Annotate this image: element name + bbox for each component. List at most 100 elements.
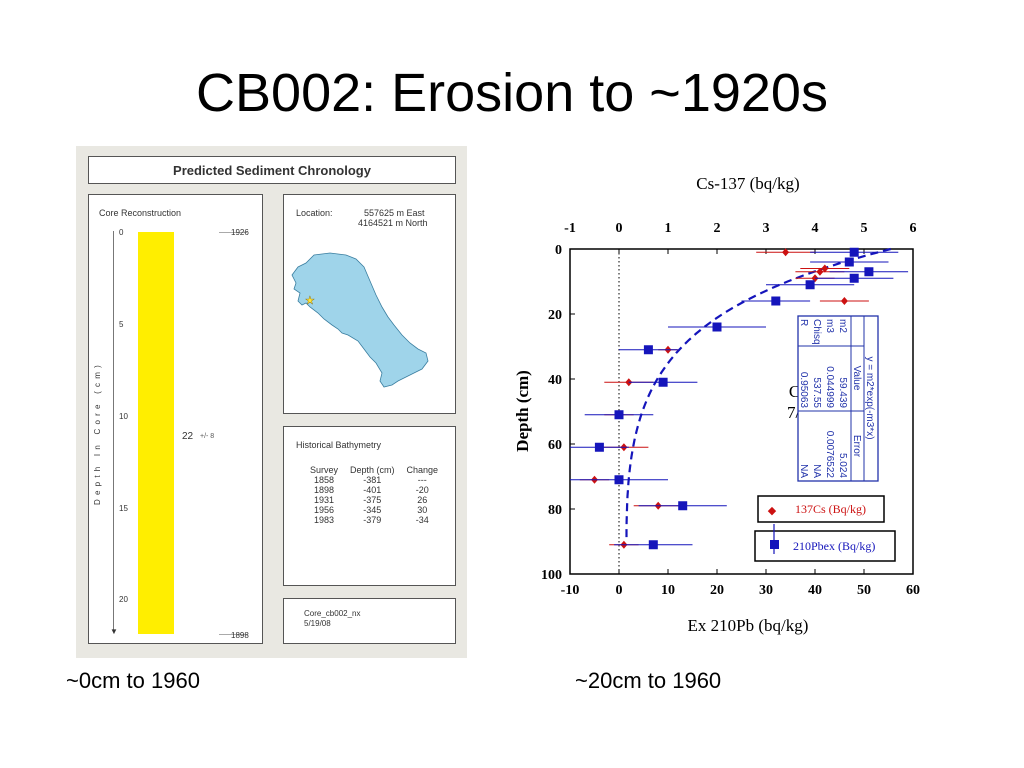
accumulation-rate: 22 [182,431,194,442]
x-top-tick-label: 2 [714,221,721,236]
y-tick-label: 100 [541,568,562,583]
pb210-point [849,247,859,257]
cs137-point [821,264,829,273]
lake-map: ★ [291,252,429,388]
cell: 30 [417,505,428,515]
fit-cell: NA [798,464,809,478]
fit-parameter-table: y = m2*exp(-m3*x) Value Error m2 59.439 … [797,315,879,482]
fit-cell: NA [811,464,822,478]
depth-tick: 10 [119,412,128,421]
axis-arrow-icon: ▼ [110,627,118,636]
cell: -381 [363,475,382,485]
pb210-point [844,257,854,267]
x-bottom-tick-label: 0 [616,583,623,598]
pb210-point [643,345,653,355]
pb210-point [614,475,624,485]
cell: -345 [363,505,382,515]
sediment-chronology-figure: Predicted Sediment Chronology Core Recon… [76,146,467,658]
x-top-tick-label: 1 [665,221,672,236]
x-bottom-tick-label: 30 [759,583,773,598]
legend-cs137: ◆ 137Cs (Bq/kg) [757,495,885,523]
x-bottom-tick-label: -10 [561,583,580,598]
cell: 1983 [313,515,335,525]
cell: -375 [363,495,382,505]
cell: 26 [417,495,428,505]
y-tick-label: 0 [555,243,562,258]
bathymetry-row: 1898 -401 -20 [304,485,444,495]
cell: 1956 [313,505,335,515]
fit-curve [625,247,891,542]
lake-shape [291,252,429,388]
bathymetry-row: 1931 -375 26 [304,495,444,505]
pb210-point [849,273,859,283]
fit-cell: 0.044999 [824,366,835,408]
core-id-panel: Core_cb002_nx 5/19/08 [283,598,456,644]
location-panel: Location: 557625 m East 4164521 m North … [283,194,456,414]
pb210-point [614,410,624,420]
x-top-tick-label: -1 [564,221,576,236]
bathymetry-row: 1956 -345 30 [304,505,444,515]
y-tick-label: 20 [548,308,562,323]
bathymetry-title: Historical Bathymetry [296,440,382,450]
pb210-point [648,540,658,550]
x-bottom-tick-label: 20 [710,583,724,598]
pb210-point [594,442,604,452]
pb210-point [771,296,781,306]
cell: -34 [415,515,429,525]
x-top-tick-label: 0 [616,221,623,236]
depth-tick: 0 [119,228,124,237]
site-star-icon: ★ [305,295,315,307]
location-label: Location: [296,208,333,218]
x-top-tick-label: 6 [910,221,917,236]
slide-title: CB002: Erosion to ~1920s [196,63,828,123]
cell: -401 [363,485,382,495]
location-north: 4164521 m North [358,218,428,228]
cell: 1898 [313,485,335,495]
legend-pb210: 210Pbex (Bq/kg) [754,524,896,562]
depth-profile-chart: Cs-137 (bq/kg) Ex 210Pb (bq/kg) Depth (c… [508,163,928,643]
sediment-core-bar [138,232,174,634]
bathymetry-header-row: Survey Depth (cm) Change [304,465,444,475]
pb210-point [658,377,668,387]
core-date: 5/19/08 [304,619,331,628]
col-header: Survey [310,465,339,475]
depth-axis-label: D e p t h I n C o r e ( c m ) [93,364,102,505]
pb210-point [805,280,815,290]
legend-cs137-box [757,495,885,523]
depth-tick: 20 [119,595,128,604]
top-year: 1926 [231,228,249,237]
cell: -379 [363,515,382,525]
fit-cell: 0.95063 [798,372,809,409]
chronology-title: Predicted Sediment Chronology [173,163,371,178]
bathymetry-panel: Historical Bathymetry Survey Depth (cm) … [283,426,456,586]
pb210-point [712,322,722,332]
depth-tick: 5 [119,320,124,329]
bottom-year: 1898 [231,631,249,640]
fit-cell: 59.439 [837,377,848,408]
fit-cell: 537.55 [811,377,822,408]
legend-cs137-label: 137Cs (Bq/kg) [795,502,866,516]
bathymetry-row: 1858 -381 --- [304,475,444,485]
fit-cell: R [798,319,809,326]
fit-equation: y = m2*exp(-m3*x) [864,356,875,439]
left-caption: ~0cm to 1960 [66,668,200,693]
x-bottom-tick-label: 10 [661,583,675,598]
col-header: Depth (cm) [350,465,395,475]
cs137-point [840,297,848,305]
x-top-tick-label: 5 [861,221,868,236]
pb210-point [864,267,874,277]
x-top-tick-label: 4 [812,221,819,236]
cs137-point [816,267,824,276]
x-bottom-tick-label: 40 [808,583,822,598]
bathymetry-table: Survey Depth (cm) Change 1858 -381 --- 1… [304,465,444,525]
chronology-header: Predicted Sediment Chronology [88,156,456,184]
core-file-name: Core_cb002_nx [304,609,361,618]
y-axis-label: Depth (cm) [513,370,532,452]
cs137-point [782,248,790,257]
fit-cell: m3 [824,319,835,333]
pb210-series [570,247,909,550]
location-east: 557625 m East [364,208,425,218]
fit-cell: 5.024 [837,453,848,478]
fit-cell: Chisq [811,319,822,345]
col-header: Change [406,465,439,475]
